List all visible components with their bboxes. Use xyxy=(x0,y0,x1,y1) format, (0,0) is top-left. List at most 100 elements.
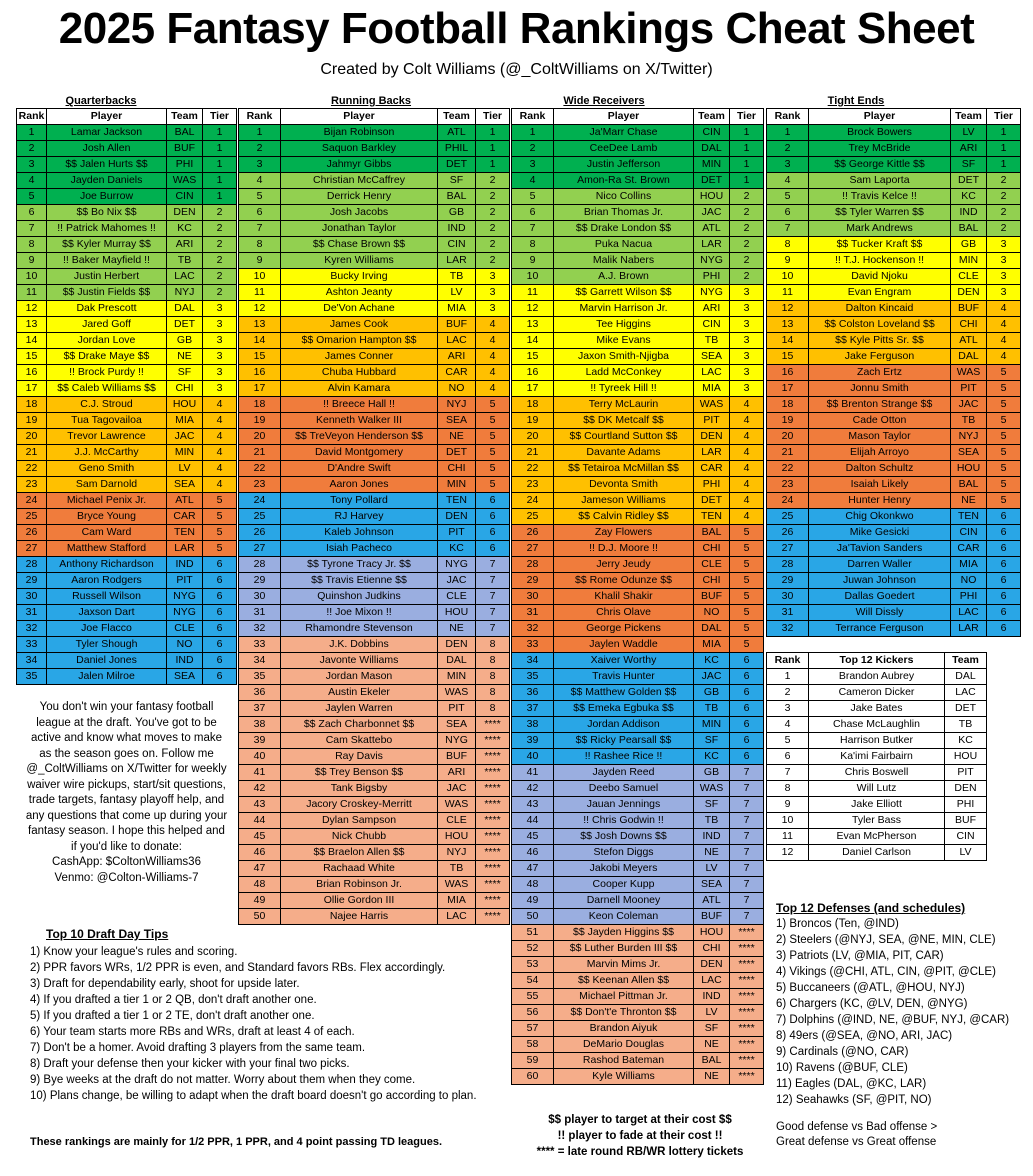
player-cell: $$ Jayden Higgins $$ xyxy=(553,924,694,941)
player-cell: !! Chris Godwin !! xyxy=(553,812,694,829)
rb-table-row: 15 James Conner ARI 4 xyxy=(238,348,510,365)
tier-cell: 3 xyxy=(475,284,510,301)
team-cell: WAS xyxy=(437,876,476,893)
rank-cell: 9 xyxy=(16,252,47,269)
player-cell: CeeDee Lamb xyxy=(553,140,694,157)
player-cell: Dalton Kincaid xyxy=(808,300,951,317)
tier-cell: 6 xyxy=(475,540,510,557)
tier-cell: 2 xyxy=(202,220,237,237)
col-player: Player xyxy=(553,108,694,125)
rb-table-row: 31!! Joe Mixon !! HOU 7 xyxy=(238,604,510,621)
tier-cell: 5 xyxy=(729,588,764,605)
tip-item: 4) If you drafted a tier 1 or 2 QB, don'… xyxy=(30,994,317,1006)
kicker-cell: Daniel Carlson xyxy=(808,844,945,861)
team-cell: JAC xyxy=(437,780,476,797)
wr-table-row: 2 CeeDee Lamb DAL 1 xyxy=(511,140,764,157)
player-cell: $$ Josh Downs $$ xyxy=(553,828,694,845)
player-cell: Jordan Addison xyxy=(553,716,694,733)
te-table-row: 5!! Travis Kelce !! KC 2 xyxy=(766,188,1021,205)
te-table-row: 23 Isaiah Likely BAL 5 xyxy=(766,476,1021,493)
team-cell: NYG xyxy=(693,284,730,301)
rank-cell: 59 xyxy=(511,1052,554,1069)
promo-blurb: You don't win your fantasy football leag… xyxy=(24,700,229,886)
team-cell: CLE xyxy=(950,268,987,285)
tier-cell: 1 xyxy=(475,140,510,157)
team-cell: TB xyxy=(944,716,987,733)
qb-table-row: 26 Cam Ward TEN 5 xyxy=(16,524,237,541)
player-cell: Ja'Marr Chase xyxy=(553,124,694,141)
rank-cell: 23 xyxy=(766,476,809,493)
player-cell: $$ DK Metcalf $$ xyxy=(553,412,694,429)
rb-header-row: Rank Player Team Tier xyxy=(238,108,510,125)
team-cell: WAS xyxy=(166,172,203,189)
te-table-row: 18 $$ Brenton Strange $$ JAC 5 xyxy=(766,396,1021,413)
team-cell: SEA xyxy=(437,716,476,733)
rank-cell: 4 xyxy=(238,172,281,189)
team-cell: KC xyxy=(693,748,730,765)
team-cell: HOU xyxy=(166,396,203,413)
col-kicker: Top 12 Kickers xyxy=(808,652,945,669)
player-cell: !! Patrick Mahomes !! xyxy=(46,220,167,237)
rank-cell: 26 xyxy=(16,524,47,541)
tier-cell: 5 xyxy=(475,476,510,493)
tier-cell: 6 xyxy=(202,620,237,637)
team-cell: NO xyxy=(437,380,476,397)
kicker-cell: Cameron Dicker xyxy=(808,684,945,701)
rank-cell: 47 xyxy=(238,860,281,877)
player-cell: Rashod Bateman xyxy=(553,1052,694,1069)
wr-section-title: Wide Receivers xyxy=(563,95,645,107)
rb-table-row: 28 $$ Tyrone Tracy Jr. $$ NYG 7 xyxy=(238,556,510,573)
rb-table-row: 23 Aaron Jones MIN 5 xyxy=(238,476,510,493)
team-cell: MIA xyxy=(166,412,203,429)
rank-cell: 41 xyxy=(238,764,281,781)
rb-table-row: 20 $$ TreVeyon Henderson $$ NE 5 xyxy=(238,428,510,445)
tier-cell: **** xyxy=(729,924,764,941)
wr-table-row: 31 Chris Olave NO 5 xyxy=(511,604,764,621)
tier-cell: 4 xyxy=(475,364,510,381)
team-cell: WAS xyxy=(693,780,730,797)
kicker-table-row: 3 Jake Bates DET xyxy=(766,700,987,717)
rank-cell: 27 xyxy=(511,540,554,557)
tier-cell: **** xyxy=(475,764,510,781)
player-cell: Deebo Samuel xyxy=(553,780,694,797)
rank-cell: 23 xyxy=(511,476,554,493)
team-cell: CIN xyxy=(693,316,730,333)
rb-table-row: 6 Josh Jacobs GB 2 xyxy=(238,204,510,221)
kicker-table-row: 12 Daniel Carlson LV xyxy=(766,844,987,861)
tier-cell: 7 xyxy=(729,828,764,845)
player-cell: Geno Smith xyxy=(46,460,167,477)
defense-item: 3) Patriots (LV, @MIA, PIT, CAR) xyxy=(776,950,944,962)
qb-table-row: 4 Jayden Daniels WAS 1 xyxy=(16,172,237,189)
qb-table-row: 25 Bryce Young CAR 5 xyxy=(16,508,237,525)
player-cell: $$ Kyler Murray $$ xyxy=(46,236,167,253)
player-cell: $$ Garrett Wilson $$ xyxy=(553,284,694,301)
rb-table-row: 5 Derrick Henry BAL 2 xyxy=(238,188,510,205)
team-cell: HOU xyxy=(437,828,476,845)
kicker-cell: Jake Elliott xyxy=(808,796,945,813)
tip-item: 8) Draft your defense then your kicker w… xyxy=(30,1058,350,1070)
team-cell: NE xyxy=(437,428,476,445)
tier-cell: 3 xyxy=(729,284,764,301)
rank-cell: 10 xyxy=(16,268,47,285)
player-cell: !! Baker Mayfield !! xyxy=(46,252,167,269)
tier-cell: 6 xyxy=(475,492,510,509)
kicker-table-row: 9 Jake Elliott PHI xyxy=(766,796,987,813)
team-cell: SF xyxy=(437,172,476,189)
team-cell: IND xyxy=(950,204,987,221)
team-cell: CHI xyxy=(437,460,476,477)
player-cell: Brock Bowers xyxy=(808,124,951,141)
player-cell: Jonathan Taylor xyxy=(280,220,438,237)
qb-header-row: Rank Player Team Tier xyxy=(16,108,237,125)
rb-table-row: 44 Dylan Sampson CLE **** xyxy=(238,812,510,829)
team-cell: BAL xyxy=(950,220,987,237)
tier-cell: 1 xyxy=(729,156,764,173)
tier-cell: 1 xyxy=(202,188,237,205)
team-cell: LV xyxy=(944,844,987,861)
tier-cell: **** xyxy=(475,908,510,925)
te-section-title: Tight Ends xyxy=(827,95,885,107)
rank-cell: 11 xyxy=(238,284,281,301)
rank-cell: 5 xyxy=(766,188,809,205)
player-cell: David Njoku xyxy=(808,268,951,285)
team-cell: GB xyxy=(437,204,476,221)
te-table-row: 3 $$ George Kittle $$ SF 1 xyxy=(766,156,1021,173)
